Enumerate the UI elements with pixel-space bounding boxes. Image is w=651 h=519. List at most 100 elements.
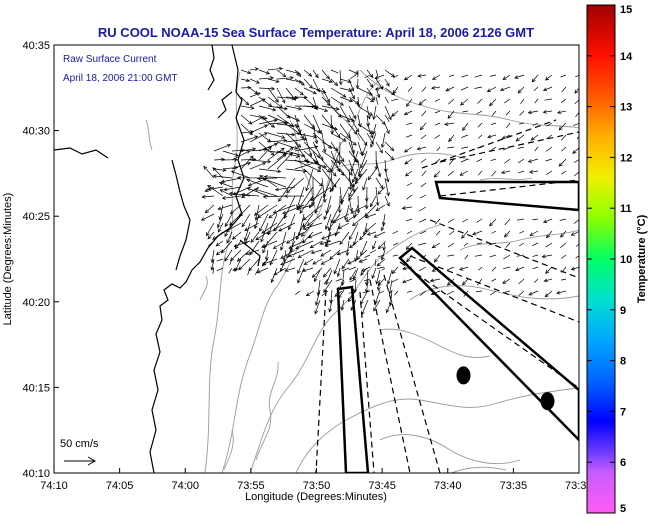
current-vector <box>303 213 314 228</box>
current-vector <box>330 168 333 192</box>
current-time-label: April 18, 2006 21:00 GMT <box>63 73 178 84</box>
current-vector-head <box>311 125 316 130</box>
current-vector <box>420 158 427 163</box>
current-vector <box>240 131 254 134</box>
current-vector <box>330 105 342 118</box>
current-vector <box>249 162 266 170</box>
current-vector <box>370 132 377 148</box>
current-vector-head <box>297 269 301 275</box>
current-vector <box>573 159 579 163</box>
current-vector <box>489 290 497 296</box>
current-vector <box>436 146 441 152</box>
current-vector <box>208 240 215 247</box>
current-vector <box>518 242 525 247</box>
current-vector-head <box>270 123 276 128</box>
current-vector-head <box>287 226 292 231</box>
current-vector-head <box>369 83 374 88</box>
current-vector-head <box>374 75 379 80</box>
current-vector <box>357 114 361 127</box>
current-vector-head <box>360 271 365 276</box>
current-vector <box>419 218 427 223</box>
current-vector <box>302 222 323 230</box>
current-vector <box>448 134 455 142</box>
current-vector <box>391 278 399 283</box>
current-vector <box>285 114 300 122</box>
current-vector <box>532 254 539 257</box>
current-vector <box>337 249 350 255</box>
colorbar-tick-label: 13 <box>620 102 632 114</box>
current-vector <box>434 170 441 178</box>
current-vector-head <box>337 209 342 214</box>
current-vector <box>386 299 393 313</box>
current-vector <box>230 204 242 214</box>
current-vector <box>339 159 353 176</box>
current-vector <box>329 299 333 312</box>
current-vector <box>348 266 357 271</box>
current-vector <box>357 87 373 96</box>
current-vector <box>255 231 269 241</box>
current-vector-head <box>348 171 353 176</box>
current-vector-head <box>459 172 464 176</box>
current-vector <box>462 122 469 131</box>
current-vector <box>321 69 330 80</box>
current-vector-head <box>253 224 258 230</box>
current-vector-head <box>280 255 285 259</box>
current-vector-head <box>261 230 266 234</box>
current-vector <box>490 122 497 126</box>
current-vector <box>258 132 271 142</box>
current-vector <box>201 213 215 221</box>
current-vector <box>575 75 579 78</box>
current-vector <box>365 213 377 218</box>
current-vector-head <box>226 239 230 244</box>
current-vector-head <box>244 251 250 256</box>
current-vector <box>366 69 374 78</box>
current-vector-head <box>254 135 259 140</box>
current-vector <box>249 132 268 143</box>
current-vector-head <box>352 115 356 120</box>
current-vector-head <box>332 219 337 223</box>
current-vector <box>286 240 296 259</box>
current-vector <box>285 96 298 99</box>
current-vector <box>285 69 300 75</box>
current-vector <box>341 299 345 311</box>
current-vector-head <box>326 239 330 244</box>
current-vector <box>359 258 368 263</box>
current-vector <box>249 116 264 125</box>
current-vector <box>432 242 441 248</box>
current-vector <box>402 206 413 209</box>
current-vector <box>557 110 567 114</box>
current-vector <box>228 267 233 274</box>
current-vector <box>431 86 441 89</box>
current-vector-head <box>291 132 296 137</box>
current-vector <box>282 204 305 215</box>
current-vector-head <box>303 261 308 265</box>
current-vector <box>419 290 427 296</box>
current-vector-head <box>279 246 284 251</box>
current-vector-head <box>269 261 274 266</box>
current-vector <box>303 168 323 187</box>
current-vector-head <box>348 196 352 201</box>
current-vector <box>366 105 370 119</box>
current-vector-head <box>377 173 382 178</box>
current-vector <box>267 114 288 124</box>
current-vector <box>407 230 413 234</box>
current-vector <box>232 231 242 240</box>
current-vector <box>267 140 287 143</box>
y-tick-label: 40:20 <box>22 297 50 309</box>
current-vector <box>240 69 251 74</box>
current-vector-head <box>322 89 327 94</box>
current-vector <box>288 240 305 249</box>
current-vector <box>528 290 539 296</box>
current-vector <box>446 266 455 271</box>
current-vector <box>259 175 278 188</box>
current-vector-head <box>404 172 410 177</box>
current-vector <box>574 87 579 94</box>
current-vector <box>357 105 373 116</box>
current-vector-head <box>459 101 465 106</box>
current-vector-head <box>280 147 285 152</box>
current-vector-head <box>266 230 271 234</box>
current-vector-head <box>529 169 534 174</box>
current-vector <box>339 96 353 102</box>
current-vector <box>308 231 323 238</box>
current-vector-head <box>247 182 253 187</box>
